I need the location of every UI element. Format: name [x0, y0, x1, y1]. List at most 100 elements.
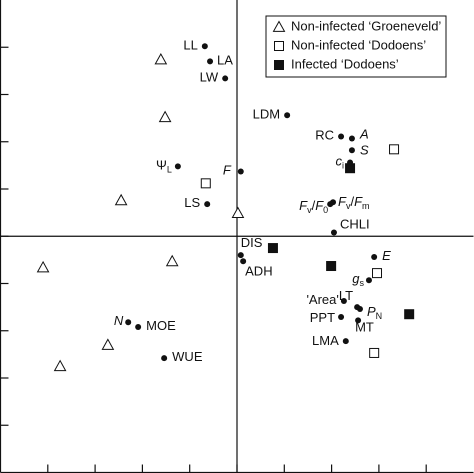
variable-label: PN [367, 304, 382, 321]
label-part: LDM [253, 107, 280, 122]
variable-label: WUE [172, 350, 203, 365]
square-marker [369, 347, 380, 358]
circle-marker [125, 319, 132, 326]
label-part: RC [315, 128, 334, 143]
variable-label: CHLI [340, 217, 370, 232]
square-marker [404, 309, 415, 320]
label-part: LA [217, 53, 233, 68]
legend: Non-infected ‘Groeneveld’ Non-infected ‘D… [265, 15, 447, 78]
circle-marker [348, 135, 355, 142]
variable-label: LA [217, 53, 233, 68]
label-part: F [354, 195, 363, 210]
label-part: s [359, 279, 364, 289]
label-part: LS [184, 196, 200, 211]
triangle-marker [231, 206, 245, 218]
label-part: MOE [146, 318, 176, 333]
label-part: LT [339, 289, 353, 304]
circle-marker [237, 168, 244, 175]
legend-label: Non-infected ‘Groeneveld’ [291, 18, 441, 33]
circle-marker [204, 201, 211, 208]
variable-label: MOE [146, 318, 176, 333]
circle-marker [207, 58, 214, 65]
variable-label: RC [315, 128, 334, 143]
circle-marker [284, 112, 291, 119]
circle-marker [347, 159, 354, 166]
label-part: E [382, 248, 391, 263]
variable-label: ADH [245, 264, 272, 279]
circle-marker [365, 277, 372, 284]
label-part: Ψ [156, 158, 167, 173]
label-part: LW [200, 70, 219, 85]
variable-label: LS [184, 196, 200, 211]
variable-label: E [382, 248, 391, 263]
label-part: LMA [312, 334, 339, 349]
square-marker [389, 144, 400, 155]
label-part: CHLI [340, 217, 370, 232]
circle-marker [342, 338, 349, 345]
label-part: 0 [323, 205, 328, 215]
variable-label: gs [352, 272, 364, 289]
label-part: i [342, 161, 344, 171]
variable-label: Fv/F0 [299, 199, 328, 216]
variable-label: LL [183, 38, 197, 53]
label-part: S [360, 143, 369, 158]
label-part: F [338, 195, 347, 210]
variable-label: F [223, 163, 232, 178]
triangle-marker [114, 193, 128, 206]
circle-marker [222, 75, 229, 82]
label-part: A [359, 127, 369, 142]
label-part: N [114, 314, 124, 329]
variable-label: LT [339, 289, 353, 304]
square-marker [274, 60, 284, 70]
triangle-marker [53, 359, 67, 372]
label-part: v [307, 205, 312, 215]
variable-label: Fv/Fm [338, 195, 370, 212]
square-marker [267, 243, 278, 254]
triangle-marker [36, 260, 50, 273]
variable-label: DIS [241, 236, 263, 251]
variable-label: 'Area' [306, 292, 338, 307]
triangle-marker [158, 110, 172, 123]
square-marker [200, 178, 211, 189]
triangle-marker [154, 53, 168, 65]
square-marker [372, 268, 383, 279]
circle-marker [338, 314, 345, 321]
circle-marker [340, 297, 347, 304]
triangle-marker [101, 338, 115, 350]
square-marker [274, 41, 284, 51]
label-part: L [167, 165, 172, 175]
label-part: LL [183, 38, 197, 53]
label-part: g [352, 272, 360, 287]
circle-marker [174, 163, 181, 170]
triangle-marker [272, 20, 286, 32]
variable-label: MT [355, 320, 374, 335]
variable-label: PPT [310, 310, 335, 325]
circle-marker [330, 229, 337, 236]
circle-marker [355, 317, 362, 324]
label-part: F [223, 163, 232, 178]
label-part: / [350, 195, 354, 210]
variable-label: ΨL [156, 158, 172, 175]
label-part: c [336, 154, 343, 169]
circle-marker [348, 147, 355, 154]
circle-marker [356, 306, 363, 313]
circle-marker [330, 199, 337, 206]
variable-label: LDM [253, 107, 280, 122]
circle-marker [240, 258, 247, 265]
circle-marker [201, 43, 208, 50]
legend-label: Infected ‘Dodoens’ [291, 56, 399, 71]
label-part: ADH [245, 264, 272, 279]
circle-marker [135, 323, 142, 330]
triangle-marker [165, 254, 179, 267]
variable-label: ci [336, 154, 345, 171]
label-part: m [362, 202, 370, 212]
label-part: WUE [172, 350, 203, 365]
label-part: v [346, 202, 351, 212]
variable-label: LW [200, 70, 219, 85]
label-part: DIS [241, 236, 263, 251]
circle-marker [338, 133, 345, 140]
circle-marker [237, 252, 244, 259]
label-part: N [376, 311, 383, 321]
